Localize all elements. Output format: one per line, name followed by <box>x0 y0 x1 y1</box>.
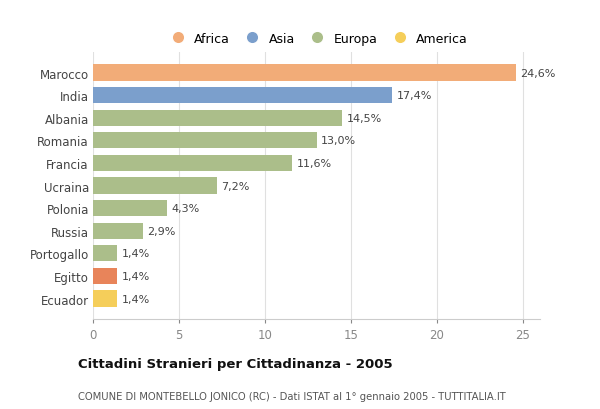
Text: 2,9%: 2,9% <box>147 226 176 236</box>
Bar <box>93 65 516 81</box>
Text: 1,4%: 1,4% <box>121 249 149 259</box>
Text: 1,4%: 1,4% <box>121 294 149 304</box>
Bar <box>93 110 342 126</box>
Bar <box>93 178 217 194</box>
Bar <box>93 200 167 217</box>
Text: COMUNE DI MONTEBELLO JONICO (RC) - Dati ISTAT al 1° gennaio 2005 - TUTTITALIA.IT: COMUNE DI MONTEBELLO JONICO (RC) - Dati … <box>78 391 506 401</box>
Text: Cittadini Stranieri per Cittadinanza - 2005: Cittadini Stranieri per Cittadinanza - 2… <box>78 357 392 370</box>
Text: 7,2%: 7,2% <box>221 181 250 191</box>
Text: 4,3%: 4,3% <box>171 204 199 213</box>
Bar <box>93 291 117 307</box>
Text: 13,0%: 13,0% <box>321 136 356 146</box>
Text: 24,6%: 24,6% <box>520 68 556 79</box>
Bar <box>93 88 392 104</box>
Text: 11,6%: 11,6% <box>297 159 332 169</box>
Bar <box>93 246 117 262</box>
Bar <box>93 223 143 239</box>
Bar <box>93 268 117 284</box>
Legend: Africa, Asia, Europa, America: Africa, Asia, Europa, America <box>160 27 473 50</box>
Text: 17,4%: 17,4% <box>397 91 432 101</box>
Text: 1,4%: 1,4% <box>121 271 149 281</box>
Bar <box>93 133 317 149</box>
Text: 14,5%: 14,5% <box>347 113 382 124</box>
Bar <box>93 155 292 172</box>
